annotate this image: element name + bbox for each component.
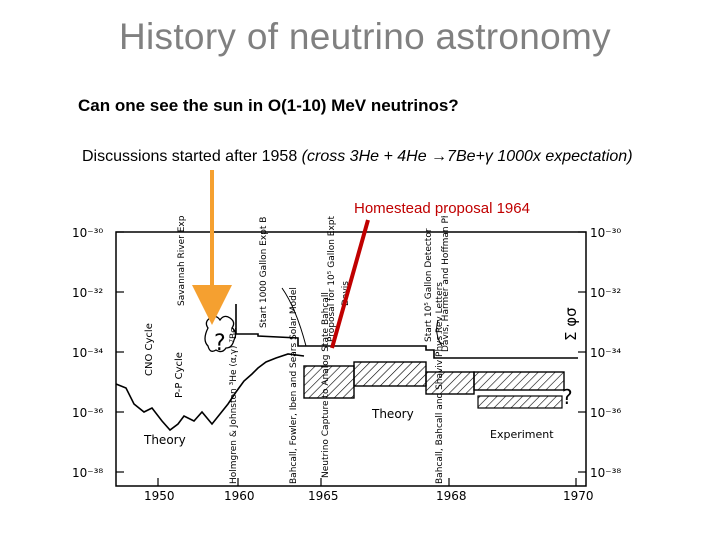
theory-curve-left (115, 353, 305, 432)
pointer-line (281, 287, 307, 347)
y-tick-right: 10⁻³⁸ (590, 466, 621, 480)
discussion-main: Discussions started after 1958 (82, 148, 298, 165)
right-axis-label: Σ φσ (562, 307, 580, 341)
pointer-line (436, 319, 443, 347)
left-tick-marks (116, 231, 124, 473)
y-tick-right: 10⁻³⁶ (590, 406, 621, 420)
y-tick-left: 10⁻³⁰ (72, 226, 103, 240)
experiment-band (477, 395, 563, 409)
annotation-start-1000: Start 1000 Gallon Expt Barberton Mine (259, 216, 269, 328)
theory-band-1 (303, 365, 355, 399)
theory-band-2 (353, 361, 427, 387)
annotation-theory-mid: Theory (371, 407, 414, 421)
annotation-holmgren: Holmgren & Johnston ³He (α,γ) ⁷Be (229, 327, 239, 484)
x-tick: 1960 (224, 489, 255, 503)
question-mark-right: ? (562, 385, 573, 409)
annotation-theory-left: Theory (143, 433, 186, 447)
theory-band-4 (473, 371, 565, 391)
annotation-cno: CNO Cycle (144, 323, 155, 376)
question-text: Can one see the sun in O(1-10) MeV neutr… (78, 96, 459, 115)
x-tick-marks (157, 478, 577, 486)
y-tick-left: 10⁻³⁶ (72, 406, 103, 420)
theory-band-3 (425, 371, 475, 395)
x-tick: 1950 (144, 489, 175, 503)
experiment-limit-line (235, 304, 578, 359)
y-tick-right: 10⁻³⁰ (590, 226, 621, 240)
annotation-neutrino-capture: Neutrino Capture to Analog State Bahcall (321, 292, 331, 478)
annotation-experiment: Experiment (490, 428, 554, 441)
y-tick-left: 10⁻³⁸ (72, 466, 103, 480)
annotation-savannah: Savannah River Expt. Davis (177, 216, 187, 306)
y-tick-right: 10⁻³⁴ (590, 346, 621, 360)
discussion-paren: (cross 3He + 4He →7Be+γ 1000x expectatio… (301, 148, 633, 165)
discussion-text: Discussions started after 1958 (cross 3H… (82, 148, 633, 166)
x-tick: 1968 (436, 489, 467, 503)
annotation-dhh: Davis, Harmer and Hoffman Phys. Rev. Let… (441, 216, 451, 352)
right-tick-marks (578, 231, 586, 473)
annotation-bbs: Bahcall, Bahcall and Shaviv Phys Rev Let… (435, 282, 445, 484)
slide-title: History of neutrino astronomy (119, 16, 611, 57)
annotation-davis: Davis (341, 281, 351, 306)
annotation-pp: P-P Cycle (174, 352, 185, 398)
question-mark-bubble: ? (214, 331, 226, 356)
y-tick-right: 10⁻³² (590, 286, 621, 300)
annotation-bfis: Bahcall, Fowler, Iben and Sears Solar Mo… (289, 287, 299, 484)
y-tick-left: 10⁻³² (72, 286, 103, 300)
x-tick: 1970 (563, 489, 594, 503)
homestead-proposal-label: Homestead proposal 1964 (354, 200, 530, 217)
x-tick: 1965 (308, 489, 339, 503)
y-tick-left: 10⁻³⁴ (72, 346, 103, 360)
annotation-start-105: Start 10⁵ Gallon Detector (424, 228, 434, 342)
history-figure: 10⁻³⁰ 10⁻³² 10⁻³⁴ 10⁻³⁶ 10⁻³⁸ 10⁻³⁰ 10⁻³… (72, 216, 621, 503)
